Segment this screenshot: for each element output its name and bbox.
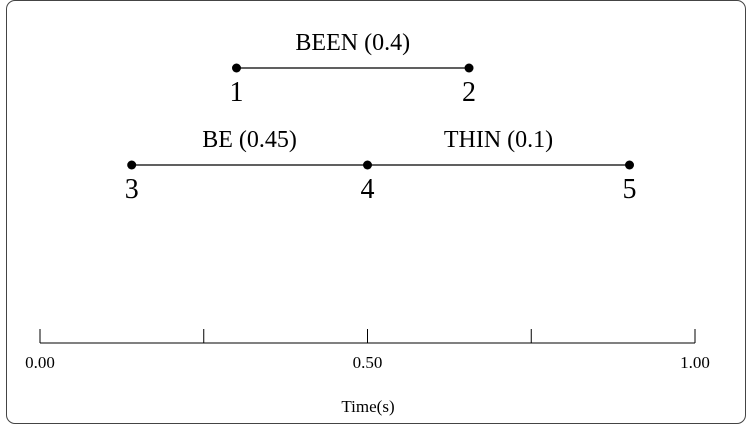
- node-4-label: 4: [361, 174, 375, 205]
- arc-label-be: BE (0.45): [202, 127, 297, 153]
- node-5-label: 5: [623, 174, 637, 205]
- node-3-dot: [127, 160, 137, 170]
- arc-label-thin: THIN (0.1): [444, 127, 553, 153]
- node-4-dot: [363, 160, 372, 170]
- node-2-label: 2: [462, 77, 476, 108]
- nodes-layer: 1 2 3 4 5: [125, 63, 637, 205]
- node-2-dot: [464, 63, 474, 73]
- tick-label: 0.00: [25, 353, 55, 372]
- arcs-layer: BEEN (0.4) BE (0.45) THIN (0.1): [131, 30, 630, 166]
- axis-title: Time(s): [341, 397, 394, 416]
- node-5-dot: [625, 160, 634, 170]
- node-1-dot: [232, 63, 241, 73]
- node-1-label: 1: [230, 77, 244, 108]
- node-3-label: 3: [125, 174, 139, 205]
- tick-label: 0.50: [353, 353, 383, 372]
- tick-label: 1.00: [680, 353, 710, 372]
- arc-label-been: BEEN (0.4): [295, 30, 410, 56]
- diagram-frame: [6, 0, 746, 424]
- time-axis: 0.00 0.50 1.00: [25, 329, 710, 372]
